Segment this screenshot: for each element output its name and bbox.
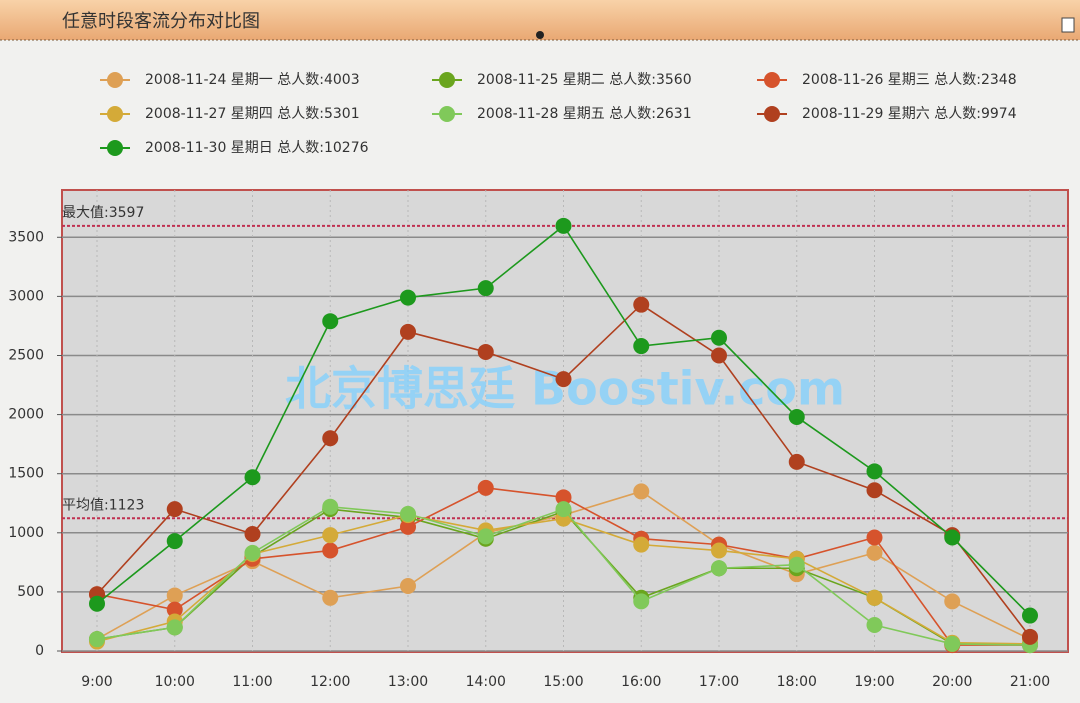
point <box>244 469 261 486</box>
legend-marker <box>439 106 455 122</box>
y-tick-label: 2500 <box>8 347 44 363</box>
point <box>244 525 261 542</box>
x-tick-label: 19:00 <box>854 674 894 690</box>
legend-label: 2008-11-26 星期三 总人数:2348 <box>802 72 1017 88</box>
point <box>866 616 883 633</box>
x-tick-label: 12:00 <box>310 674 350 690</box>
point <box>89 631 105 648</box>
point <box>166 587 183 604</box>
y-tick-label: 500 <box>17 584 44 600</box>
point <box>477 528 494 545</box>
x-tick-label: 16:00 <box>621 674 661 690</box>
legend-label: 2008-11-30 星期日 总人数:10276 <box>145 140 369 156</box>
point <box>400 289 416 306</box>
x-tick-label: 14:00 <box>466 674 506 690</box>
watermark: 北京博思廷 Boostiv.com <box>285 362 845 416</box>
point <box>633 483 650 500</box>
point <box>788 453 805 470</box>
point <box>322 589 339 606</box>
y-tick-label: 1000 <box>8 525 44 541</box>
x-tick-label: 10:00 <box>155 674 195 690</box>
x-tick-label: 17:00 <box>699 674 739 690</box>
handle-icon <box>536 31 544 39</box>
legend-marker <box>107 140 123 156</box>
point <box>711 560 727 577</box>
point <box>166 533 183 550</box>
point <box>633 593 650 610</box>
y-tick-label: 2000 <box>8 407 44 423</box>
point <box>788 408 805 425</box>
point <box>866 589 883 606</box>
x-tick-label: 9:00 <box>81 674 112 690</box>
y-tick-label: 3000 <box>8 288 44 304</box>
legend-label: 2008-11-27 星期四 总人数:5301 <box>145 106 360 122</box>
point <box>555 371 572 388</box>
legend-marker <box>764 72 780 88</box>
point <box>400 518 416 535</box>
y-tick-label: 0 <box>35 643 44 659</box>
point <box>400 577 416 594</box>
reference-label: 最大值:3597 <box>62 205 144 221</box>
point <box>477 343 494 360</box>
legend-label: 2008-11-28 星期五 总人数:2631 <box>477 106 692 122</box>
x-tick-label: 21:00 <box>1010 674 1050 690</box>
point <box>322 527 339 544</box>
point <box>1022 628 1038 645</box>
legend-label: 2008-11-29 星期六 总人数:9974 <box>802 106 1017 122</box>
point <box>866 463 883 480</box>
legend-label: 2008-11-25 星期二 总人数:3560 <box>477 72 692 88</box>
point <box>866 544 883 561</box>
y-tick-label: 1500 <box>8 466 44 482</box>
chart-title: 任意时段客流分布对比图 <box>62 11 260 32</box>
point <box>633 296 650 313</box>
x-tick-label: 13:00 <box>388 674 428 690</box>
legend-label: 2008-11-24 星期一 总人数:4003 <box>145 72 360 88</box>
y-tick-label: 3500 <box>8 229 44 245</box>
point <box>477 280 494 297</box>
point <box>322 498 339 515</box>
point <box>633 536 650 553</box>
legend-marker <box>107 106 123 122</box>
point <box>477 479 494 496</box>
x-tick-label: 15:00 <box>543 674 583 690</box>
point <box>322 430 339 447</box>
point <box>788 556 805 573</box>
x-tick-label: 20:00 <box>932 674 972 690</box>
point <box>89 595 105 612</box>
point <box>322 313 339 330</box>
x-tick-label: 18:00 <box>777 674 817 690</box>
point <box>555 501 572 518</box>
point <box>944 635 961 652</box>
point <box>400 323 416 340</box>
reference-label: 平均值:1123 <box>62 497 144 513</box>
x-tick-label: 11:00 <box>232 674 272 690</box>
point <box>400 505 416 522</box>
point <box>555 489 572 506</box>
point <box>711 347 727 364</box>
legend-marker <box>439 72 455 88</box>
point <box>866 482 883 499</box>
point <box>711 542 727 559</box>
point <box>1022 607 1038 624</box>
point <box>244 544 261 561</box>
point <box>322 542 339 559</box>
point <box>866 529 883 546</box>
point <box>944 529 961 546</box>
close-button[interactable] <box>1061 17 1075 33</box>
plot-area <box>61 189 1069 653</box>
point <box>166 619 183 636</box>
point <box>166 501 183 518</box>
legend-marker <box>764 106 780 122</box>
point <box>166 601 183 618</box>
point <box>555 217 572 234</box>
point <box>711 329 727 346</box>
legend-marker <box>107 72 123 88</box>
point <box>633 338 650 355</box>
point <box>944 593 961 610</box>
